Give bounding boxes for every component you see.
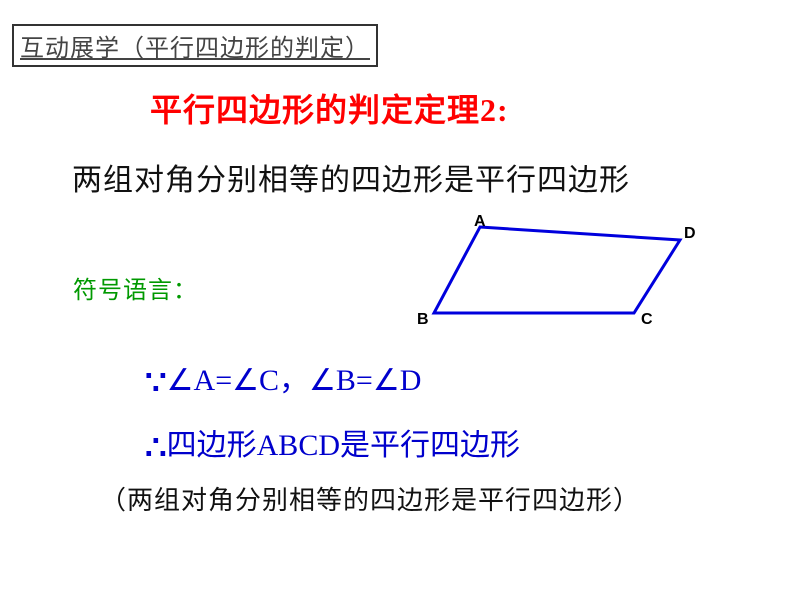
theorem-statement: 两组对角分别相等的四边形是平行四边形 bbox=[72, 155, 630, 199]
proof-therefore-line: ∴四边形ABCD是平行四边形 bbox=[145, 420, 520, 468]
main-title: 平行四边形的判定定理2: bbox=[150, 85, 509, 131]
therefore-symbol: ∴ bbox=[145, 430, 167, 467]
vertex-d: D bbox=[684, 225, 696, 243]
title-number: 2: bbox=[480, 92, 509, 128]
parallelogram-diagram: A B C D bbox=[420, 215, 710, 340]
parallelogram-shape bbox=[434, 227, 680, 313]
vertex-b: B bbox=[417, 311, 429, 329]
proof-because-line: ∵∠A=∠C，∠B=∠D bbox=[145, 355, 421, 403]
header-text: 互动展学（平行四边形的判定） bbox=[20, 36, 370, 62]
because-symbol: ∵ bbox=[145, 365, 167, 402]
vertex-a: A bbox=[474, 213, 486, 231]
proof-abcd: ABCD bbox=[257, 429, 340, 462]
header-box: 互动展学（平行四边形的判定） bbox=[12, 24, 378, 67]
vertex-c: C bbox=[641, 311, 653, 329]
proof-condition: ∠A=∠C，∠B=∠D bbox=[167, 364, 422, 397]
symbol-language-label: 符号语言： bbox=[73, 270, 198, 305]
parallelogram-svg bbox=[420, 215, 710, 335]
proof-reason: （两组对角分别相等的四边形是平行四边形） bbox=[100, 480, 640, 517]
proof-conclusion-prefix: 四边形 bbox=[167, 429, 257, 462]
proof-conclusion-suffix: 是平行四边形 bbox=[340, 429, 520, 462]
title-prefix: 平行四边形的判定定理 bbox=[150, 92, 480, 128]
